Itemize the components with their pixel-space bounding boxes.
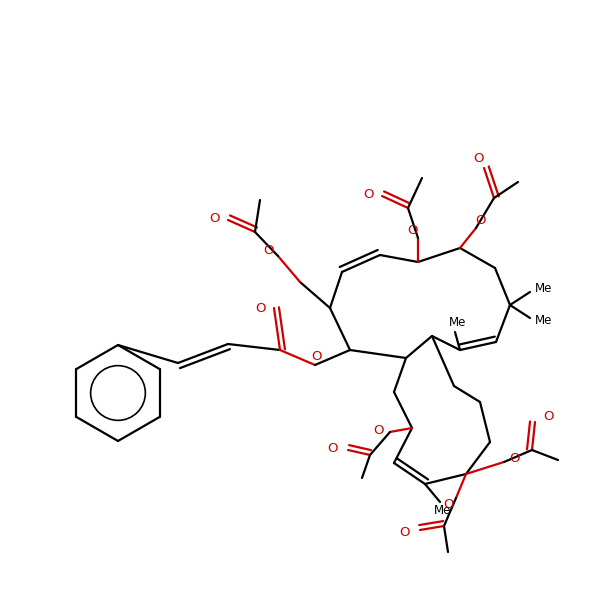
Text: O: O [543, 410, 553, 424]
Text: O: O [373, 424, 383, 437]
Text: O: O [473, 152, 483, 166]
Text: O: O [476, 214, 486, 227]
Text: O: O [264, 245, 274, 257]
Text: Me: Me [434, 505, 452, 517]
Text: Me: Me [535, 283, 553, 295]
Text: O: O [256, 301, 266, 314]
Text: O: O [444, 499, 454, 511]
Text: O: O [408, 224, 418, 238]
Text: Me: Me [535, 314, 553, 328]
Text: O: O [312, 349, 322, 362]
Text: O: O [328, 442, 338, 455]
Text: O: O [399, 526, 409, 539]
Text: O: O [363, 187, 373, 200]
Text: O: O [509, 451, 519, 464]
Text: Me: Me [449, 316, 467, 329]
Text: O: O [209, 211, 219, 224]
